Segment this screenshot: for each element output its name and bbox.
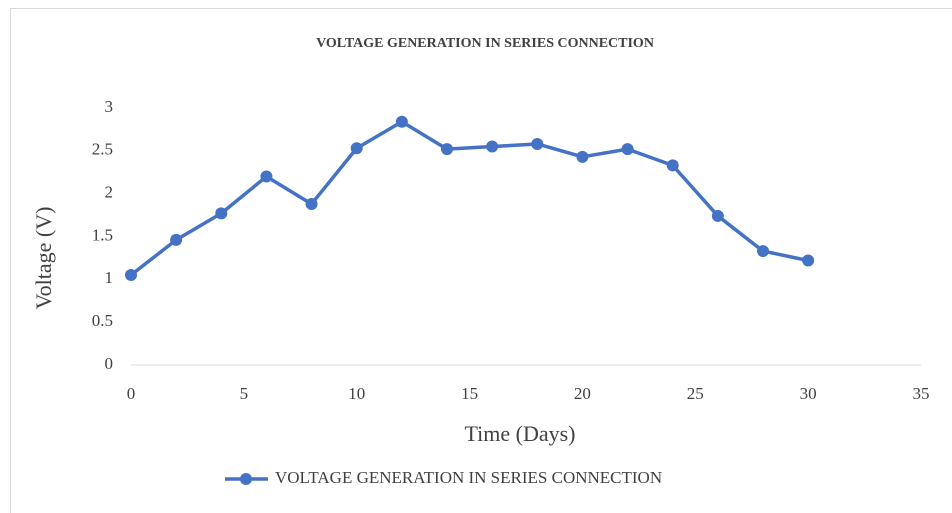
data-point xyxy=(350,142,363,155)
x-tick-label: 35 xyxy=(913,384,930,403)
x-tick-label: 25 xyxy=(687,384,704,403)
data-point xyxy=(576,150,589,163)
y-tick-label: 1.5 xyxy=(92,225,113,244)
legend-label: VOLTAGE GENERATION IN SERIES CONNECTION xyxy=(275,468,662,487)
y-tick-label: 2.5 xyxy=(92,140,113,159)
y-tick-label: 0 xyxy=(105,354,114,373)
data-point xyxy=(711,209,724,222)
x-tick-label: 10 xyxy=(348,384,365,403)
chart-title: VOLTAGE GENERATION IN SERIES CONNECTION xyxy=(316,36,654,51)
x-tick-label: 15 xyxy=(461,384,478,403)
x-tick-label: 20 xyxy=(574,384,591,403)
x-axis-label: Time (Days) xyxy=(464,421,575,446)
y-axis-label: Voltage (V) xyxy=(31,207,56,310)
data-point xyxy=(486,140,499,153)
legend-marker xyxy=(240,473,252,485)
y-tick-label: 1 xyxy=(105,268,114,287)
y-tick-label: 2 xyxy=(105,183,114,202)
data-point xyxy=(260,170,273,183)
data-point xyxy=(125,269,137,282)
data-point xyxy=(395,115,408,128)
data-point xyxy=(666,159,679,172)
data-point xyxy=(441,143,453,156)
data-point xyxy=(757,245,769,258)
y-tick-label: 0.5 xyxy=(92,311,113,330)
y-tick-label: 3 xyxy=(105,97,114,116)
data-point xyxy=(305,197,318,210)
x-tick-label: 0 xyxy=(127,384,136,403)
data-point xyxy=(531,137,544,150)
x-tick-label: 5 xyxy=(240,384,249,403)
data-point xyxy=(621,143,634,156)
chart-frame xyxy=(10,8,952,513)
x-tick-label: 30 xyxy=(800,384,817,403)
data-point xyxy=(215,207,228,220)
data-point xyxy=(802,254,815,267)
data-line xyxy=(129,119,809,277)
data-point xyxy=(170,233,183,246)
